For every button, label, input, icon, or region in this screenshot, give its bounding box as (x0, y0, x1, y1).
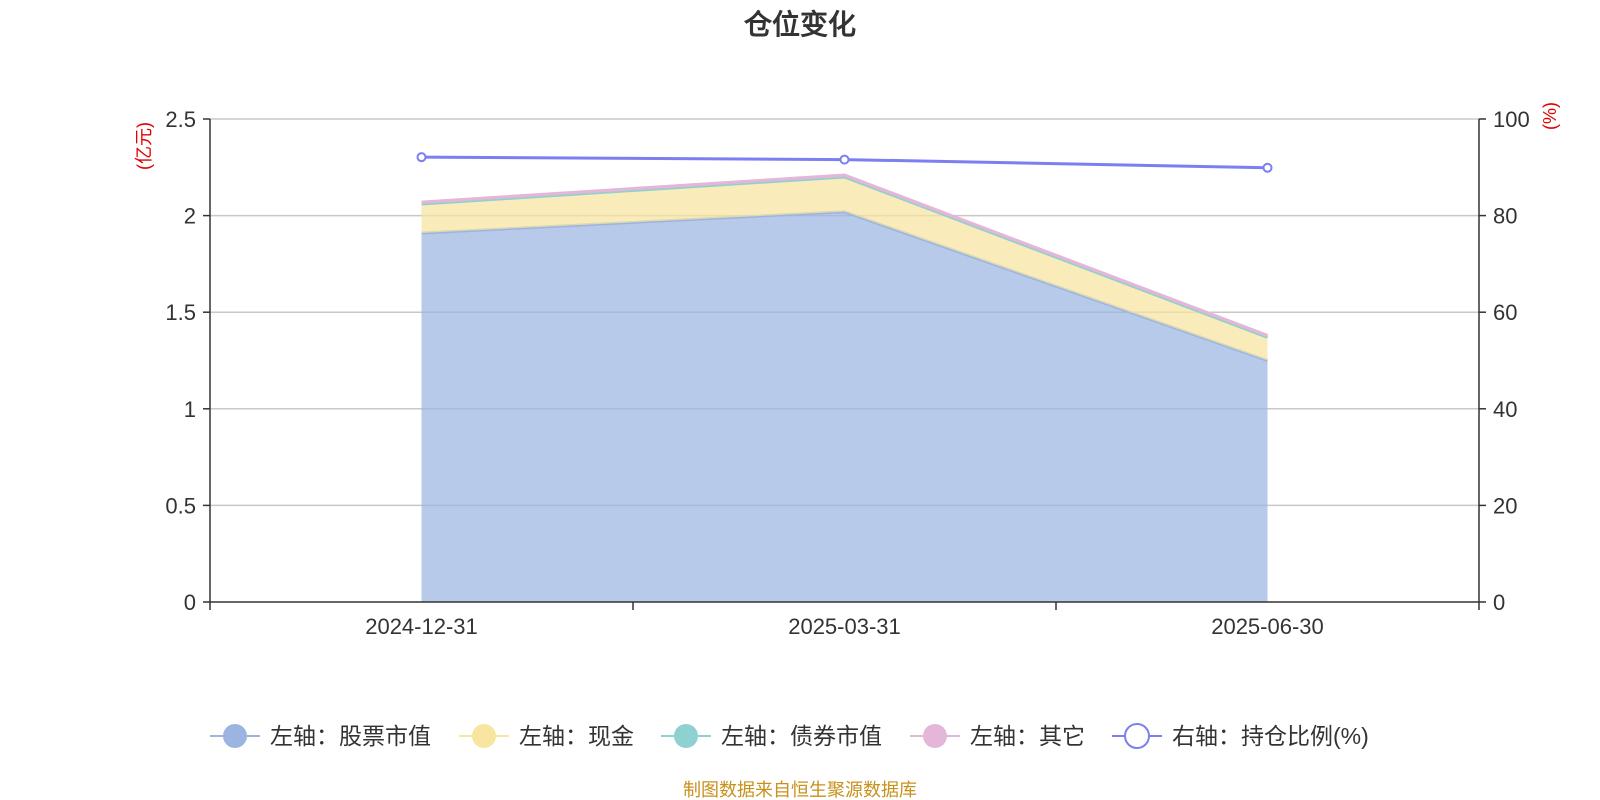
axes (209, 119, 1480, 603)
left-tick-label: 0 (184, 590, 196, 615)
right-tick-label: 40 (1493, 397, 1517, 422)
legend-marker (1124, 723, 1150, 749)
stacked-areas (421, 173, 1269, 602)
right-axis-unit: (%) (1540, 102, 1560, 130)
legend-marker (223, 724, 247, 748)
legend-label: 左轴：债券市值 (721, 723, 882, 749)
right-tick-label: 100 (1493, 107, 1530, 132)
x-tick-label: 2025-03-31 (788, 614, 901, 639)
source-note: 制图数据来自恒生聚源数据库 (683, 780, 917, 800)
x-tick-label: 2024-12-31 (365, 614, 478, 639)
legend-label: 左轴：其它 (970, 723, 1085, 749)
left-tick-label: 1 (184, 397, 196, 422)
legend-label: 左轴：现金 (519, 723, 634, 749)
right-tick-label: 0 (1493, 590, 1505, 615)
legend-label: 右轴：持仓比例(%) (1172, 723, 1369, 749)
ratio-line (416, 152, 1273, 173)
right-tick-label: 80 (1493, 204, 1517, 229)
chart-title: 仓位变化 (744, 8, 856, 40)
x-tick-label: 2025-06-30 (1211, 614, 1324, 639)
ratio-point (416, 152, 427, 163)
right-tick-label: 20 (1493, 493, 1517, 518)
legend: 左轴：股票市值 左轴：现金 左轴：债券市值 左轴：其它 右轴：持仓比例(%) (210, 723, 1369, 749)
ratio-point (1262, 162, 1273, 173)
left-axis-unit: (亿元) (134, 122, 154, 170)
legend-marker (674, 724, 698, 748)
area-line-3 (421, 173, 1269, 337)
left-tick-label: 2 (184, 204, 196, 229)
area-0 (421, 211, 1268, 602)
tick-labels: 0 0 0.5 20 1 40 1.5 60 2 80 2.5 100 2024-12-31 2025-0… (165, 107, 1529, 639)
left-tick-label: 2.5 (165, 107, 196, 132)
right-tick-label: 60 (1493, 300, 1517, 325)
legend-marker (472, 724, 496, 748)
legend-label: 左轴：股票市值 (270, 723, 431, 749)
left-tick-label: 0.5 (165, 493, 196, 518)
legend-marker (923, 724, 947, 748)
ratio-point (839, 154, 850, 165)
left-tick-label: 1.5 (165, 300, 196, 325)
